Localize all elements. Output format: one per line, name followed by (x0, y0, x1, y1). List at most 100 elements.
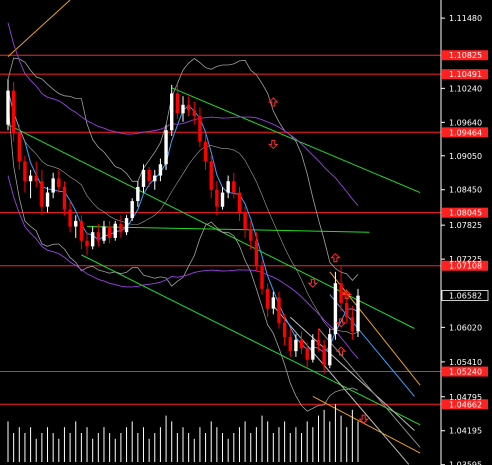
candle-body (249, 229, 253, 241)
gann-line-2 (272, 305, 410, 465)
candle-body (339, 283, 343, 304)
candle-body (328, 334, 332, 366)
level-label-box (442, 260, 488, 271)
y-tick-label: 1.11480 (449, 14, 482, 23)
y-tick-label: 1.07825 (449, 221, 482, 230)
candle-body (45, 192, 50, 207)
candle-body (311, 339, 315, 360)
candle-body (130, 201, 134, 219)
current-price-box (441, 290, 489, 301)
level-label-box (442, 207, 488, 218)
y-tick-label: 1.05410 (449, 358, 482, 367)
fractal-down-arrow (335, 318, 347, 328)
y-tick-label: 1.04795 (449, 393, 482, 402)
envelope-lower (7, 175, 359, 359)
candle-body (333, 283, 338, 335)
candle-body (102, 226, 106, 241)
channel-green-lower (81, 254, 421, 426)
candle-body (220, 192, 225, 207)
candle-body (153, 175, 157, 182)
bollinger-upper (7, 57, 359, 281)
gann-line-1 (289, 316, 415, 431)
candle-body (237, 192, 242, 213)
candle-body (175, 93, 180, 114)
candle-body (147, 169, 151, 182)
candle-body (28, 175, 33, 182)
channel-green-top (171, 87, 421, 194)
candle-body (119, 223, 123, 233)
candle-body (232, 181, 236, 193)
level-label: 1.10491 (449, 70, 482, 79)
y-tick-label: 1.10240 (449, 84, 482, 93)
fractal-up-arrow (268, 97, 279, 107)
level-label-box (442, 127, 488, 138)
y-tick-label: 1.06020 (449, 323, 482, 332)
bollinger-lower (7, 101, 359, 412)
candle-body (356, 295, 360, 332)
bollinger-middle (7, 90, 359, 335)
candle-body (181, 104, 185, 114)
candle-body (124, 218, 129, 233)
channel-orange-upper (329, 271, 421, 386)
candle-body (79, 220, 84, 241)
candle-body (350, 317, 355, 332)
level-label-box (442, 399, 488, 410)
y-tick-label: 1.09050 (449, 152, 482, 161)
level-label: 1.10825 (449, 51, 482, 60)
candle-body (51, 178, 55, 193)
candle-body (6, 90, 10, 125)
candle-body (34, 175, 38, 182)
candle-body (186, 104, 191, 111)
y-tick-label: 1.04195 (449, 427, 482, 436)
candle-body (192, 110, 196, 117)
candle-body (243, 212, 247, 230)
candle-body (57, 178, 61, 187)
candle-body (17, 133, 21, 162)
candle-body (198, 116, 202, 142)
fractal-down-arrow (358, 414, 369, 424)
candle-body (215, 189, 219, 207)
candle-body (322, 345, 326, 366)
candle-body (40, 181, 44, 207)
candle-body (62, 186, 67, 210)
candle-body (316, 339, 321, 346)
y-tick-label: 1.08450 (449, 186, 482, 195)
candle-body (271, 297, 276, 309)
candle-body (23, 161, 27, 182)
candle-body (170, 93, 174, 131)
candle-body (113, 223, 117, 238)
candle-body (254, 240, 259, 267)
candle-body (260, 266, 264, 289)
y-tick-label: 1.09640 (449, 118, 482, 127)
candle-body (294, 339, 298, 352)
level-label-box (442, 69, 488, 80)
channel-green-mid (87, 226, 370, 233)
candle-body (11, 90, 16, 134)
fractal-down-arrow (307, 278, 319, 288)
level-label: 1.04662 (449, 400, 482, 409)
candle-body (141, 169, 146, 187)
candle-body (345, 303, 349, 318)
channel-orange-top (7, 0, 71, 58)
fractal-up-arrow (335, 346, 347, 356)
candle-body (164, 130, 168, 165)
candle-body (209, 161, 213, 190)
candle-body (265, 288, 270, 309)
envelope-upper (7, 22, 359, 206)
candle-body (288, 336, 292, 352)
y-tick-label: 1.03595 (449, 461, 482, 465)
fractal-up-arrow (341, 289, 352, 300)
fractal-up-arrow (330, 252, 341, 263)
candle-body (226, 181, 230, 193)
candle-body (282, 322, 287, 337)
candle-body (277, 297, 281, 323)
level-label: 1.08045 (449, 209, 482, 218)
candle-body (299, 339, 304, 349)
candle-body (90, 232, 95, 247)
candle-body (158, 164, 163, 176)
level-label-box (442, 366, 488, 377)
y-tick-label: 1.07225 (449, 255, 482, 264)
level-label: 1.07108 (449, 262, 482, 271)
candle-body (107, 226, 112, 238)
